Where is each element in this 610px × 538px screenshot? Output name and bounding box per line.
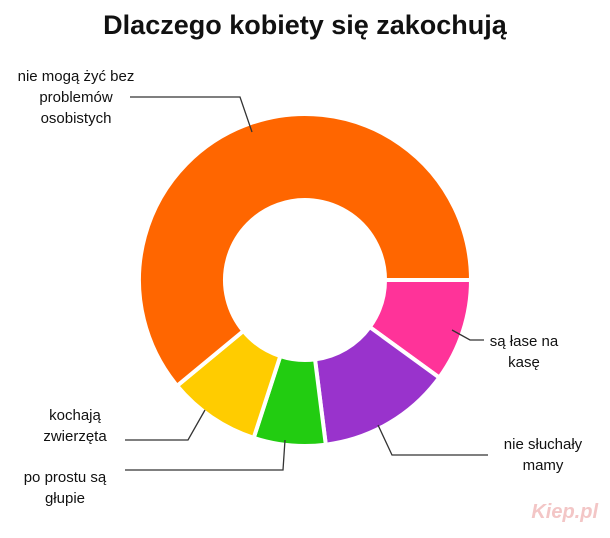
- slice-label: nie mogą żyć bez problemów osobistych: [17, 68, 135, 127]
- slice-label: nie słuchały mamy: [503, 436, 583, 474]
- watermark: Kiep.pl: [531, 501, 598, 523]
- chart-title: Dlaczego kobiety się zakochują: [103, 10, 507, 40]
- donut-slice: [174, 328, 283, 441]
- slice-label: są łase na kasę: [489, 333, 559, 371]
- slice-label: po prostu są głupie: [23, 469, 107, 507]
- leader-line: [125, 439, 286, 471]
- slice-label: kochają zwierzęta: [43, 407, 107, 445]
- leader-line: [125, 409, 206, 441]
- leader-line: [451, 329, 484, 341]
- donut-slice: [251, 353, 329, 448]
- leader-line: [130, 96, 253, 133]
- leader-line: [377, 424, 488, 456]
- donut-slice: [137, 112, 474, 389]
- donut-slice: [312, 324, 443, 447]
